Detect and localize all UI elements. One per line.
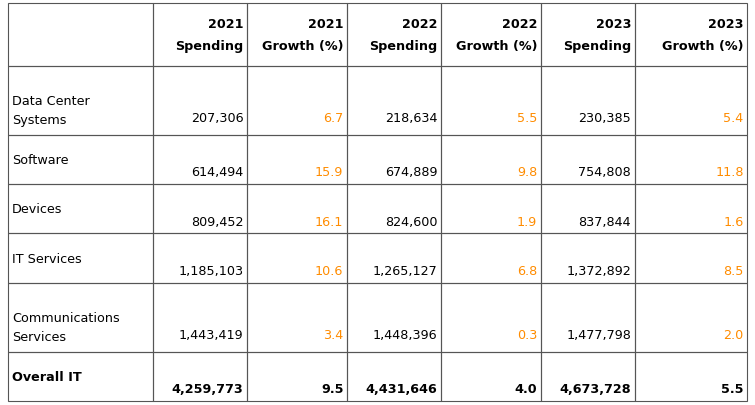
Text: Services: Services bbox=[12, 330, 66, 343]
Text: 6.7: 6.7 bbox=[323, 112, 344, 125]
Text: 218,634: 218,634 bbox=[385, 112, 437, 125]
Text: 1,265,127: 1,265,127 bbox=[373, 264, 437, 277]
Text: 9.8: 9.8 bbox=[517, 166, 538, 179]
Text: Spending: Spending bbox=[175, 40, 244, 53]
Text: 9.5: 9.5 bbox=[321, 382, 344, 395]
Text: 5.5: 5.5 bbox=[721, 382, 744, 395]
Text: 0.3: 0.3 bbox=[517, 328, 538, 341]
Text: 674,889: 674,889 bbox=[385, 166, 437, 179]
Text: 4.0: 4.0 bbox=[515, 382, 538, 395]
Text: 809,452: 809,452 bbox=[191, 215, 244, 228]
Text: Communications: Communications bbox=[12, 311, 120, 324]
Text: 1.6: 1.6 bbox=[723, 215, 744, 228]
Text: Overall IT: Overall IT bbox=[12, 370, 82, 383]
Text: 230,385: 230,385 bbox=[578, 112, 631, 125]
Text: IT Services: IT Services bbox=[12, 252, 82, 265]
Text: 837,844: 837,844 bbox=[578, 215, 631, 228]
Text: 207,306: 207,306 bbox=[191, 112, 244, 125]
Text: 1,443,419: 1,443,419 bbox=[179, 328, 244, 341]
Text: 16.1: 16.1 bbox=[315, 215, 344, 228]
Text: Devices: Devices bbox=[12, 203, 63, 216]
Text: 824,600: 824,600 bbox=[385, 215, 437, 228]
Text: Growth (%): Growth (%) bbox=[456, 40, 538, 53]
Text: 5.5: 5.5 bbox=[517, 112, 538, 125]
Text: 8.5: 8.5 bbox=[723, 264, 744, 277]
Text: 1.9: 1.9 bbox=[517, 215, 538, 228]
Text: Growth (%): Growth (%) bbox=[262, 40, 344, 53]
Text: Software: Software bbox=[12, 153, 69, 166]
Text: 2023: 2023 bbox=[708, 18, 744, 31]
Text: 4,431,646: 4,431,646 bbox=[365, 382, 437, 395]
Text: 4,259,773: 4,259,773 bbox=[171, 382, 244, 395]
Text: 10.6: 10.6 bbox=[315, 264, 344, 277]
Text: 1,185,103: 1,185,103 bbox=[178, 264, 244, 277]
Text: 2022: 2022 bbox=[402, 18, 437, 31]
Text: Spending: Spending bbox=[563, 40, 631, 53]
Text: 11.8: 11.8 bbox=[715, 166, 744, 179]
Text: 1,448,396: 1,448,396 bbox=[373, 328, 437, 341]
Text: 2023: 2023 bbox=[596, 18, 631, 31]
Text: Systems: Systems bbox=[12, 114, 66, 127]
Text: 3.4: 3.4 bbox=[323, 328, 344, 341]
Text: 2022: 2022 bbox=[502, 18, 538, 31]
Text: 2.0: 2.0 bbox=[723, 328, 744, 341]
Text: 4,673,728: 4,673,728 bbox=[559, 382, 631, 395]
Text: 754,808: 754,808 bbox=[578, 166, 631, 179]
Text: 6.8: 6.8 bbox=[517, 264, 538, 277]
Text: 2021: 2021 bbox=[208, 18, 244, 31]
Text: 1,372,892: 1,372,892 bbox=[566, 264, 631, 277]
Text: Growth (%): Growth (%) bbox=[662, 40, 744, 53]
Text: 2021: 2021 bbox=[308, 18, 344, 31]
Text: Data Center: Data Center bbox=[12, 95, 90, 108]
Text: 15.9: 15.9 bbox=[315, 166, 344, 179]
Text: Spending: Spending bbox=[369, 40, 437, 53]
Text: 614,494: 614,494 bbox=[191, 166, 244, 179]
Text: 1,477,798: 1,477,798 bbox=[566, 328, 631, 341]
Text: 5.4: 5.4 bbox=[723, 112, 744, 125]
